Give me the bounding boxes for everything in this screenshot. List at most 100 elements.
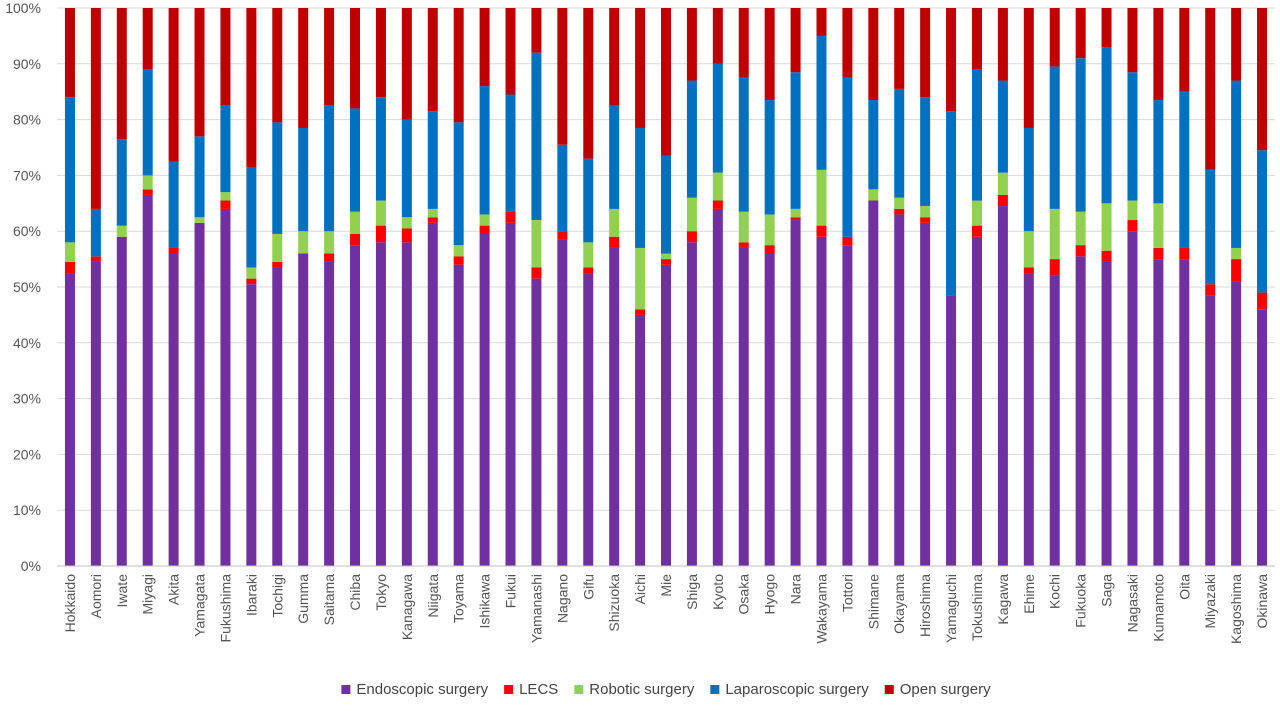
bar-series xyxy=(64,8,1268,567)
x-tick-label: Shiga xyxy=(684,574,700,610)
bar-segment xyxy=(1023,127,1034,232)
bar-segment xyxy=(842,236,853,246)
bar-segment xyxy=(64,8,75,98)
bar-segment xyxy=(350,233,361,246)
bar-segment xyxy=(64,97,75,243)
bar-segment xyxy=(557,231,568,240)
bar-segment xyxy=(686,242,697,567)
bar-segment xyxy=(1205,8,1216,170)
x-tick-label: Nagasaki xyxy=(1124,574,1140,632)
bar-segment xyxy=(583,242,594,268)
x-tick-label: Ehime xyxy=(1021,574,1037,614)
bar-segment xyxy=(1257,292,1268,310)
bar-segment xyxy=(246,284,257,566)
bar-segment xyxy=(324,8,335,106)
bar-segment xyxy=(350,211,361,234)
legend-item: Robotic surgery xyxy=(574,681,695,698)
legend-label: Open surgery xyxy=(900,681,991,698)
bar-segment xyxy=(997,8,1008,81)
bar-segment xyxy=(220,192,231,201)
bar-segment xyxy=(246,8,257,168)
bar-segment xyxy=(505,94,516,212)
bar-segment xyxy=(790,208,801,218)
bar-segment xyxy=(64,242,75,262)
bar-segment xyxy=(816,169,827,226)
bar-segment xyxy=(842,245,853,566)
bar-segment xyxy=(635,309,646,315)
bar-segment xyxy=(350,245,361,566)
bar-segment xyxy=(142,189,153,195)
bar-segment xyxy=(116,225,127,237)
x-tick-label: Hiroshima xyxy=(917,574,933,637)
bar-segment xyxy=(609,105,620,209)
bar-segment xyxy=(298,231,309,254)
bar-segment xyxy=(946,111,957,296)
bar-segment xyxy=(1179,259,1190,566)
bar-segment xyxy=(401,119,412,218)
bar-segment xyxy=(609,236,620,248)
bar-segment xyxy=(453,8,464,123)
bar-segment xyxy=(997,80,1008,173)
bar-segment xyxy=(868,189,879,201)
bar-segment xyxy=(635,314,646,566)
x-tick-label: Tokushima xyxy=(969,574,985,641)
y-tick-label: 100% xyxy=(5,0,41,16)
bar-segment xyxy=(1231,259,1242,282)
bar-segment xyxy=(1075,245,1086,257)
bar-segment xyxy=(609,8,620,106)
bar-segment xyxy=(194,217,205,223)
legend-swatch xyxy=(884,685,894,694)
bar-segment xyxy=(116,236,127,566)
bar-segment xyxy=(1257,8,1268,151)
bar-segment xyxy=(375,97,386,201)
y-tick-label: 10% xyxy=(13,502,41,518)
bar-segment xyxy=(1127,220,1138,232)
bar-segment xyxy=(1231,281,1242,566)
bar-segment xyxy=(479,214,490,226)
bar-segment xyxy=(272,267,283,566)
x-tick-label: Yamagata xyxy=(192,574,208,637)
bar-segment xyxy=(920,217,931,223)
bar-segment xyxy=(168,247,179,254)
bar-segment xyxy=(712,8,723,64)
bar-segment xyxy=(997,172,1008,195)
bar-segment xyxy=(1101,250,1112,262)
bar-segment xyxy=(350,108,361,212)
x-tick-label: Yamaguchi xyxy=(943,574,959,643)
bar-segment xyxy=(1153,259,1164,566)
bar-segment xyxy=(324,261,335,566)
bar-segment xyxy=(764,253,775,566)
bar-segment xyxy=(583,267,594,274)
bar-segment xyxy=(1023,8,1034,128)
y-tick-label: 90% xyxy=(13,56,41,72)
bar-segment xyxy=(790,217,801,221)
bar-segment xyxy=(401,228,412,243)
bar-segment xyxy=(90,8,101,209)
bar-segment xyxy=(1231,247,1242,260)
bar-segment xyxy=(712,172,723,201)
bar-segment xyxy=(90,208,101,257)
x-tick-label: Nagano xyxy=(554,574,570,623)
bar-segment xyxy=(557,144,568,232)
bar-segment xyxy=(1075,256,1086,566)
bar-segment xyxy=(894,88,905,198)
bar-segment xyxy=(712,208,723,566)
bar-segment xyxy=(635,127,646,248)
bar-segment xyxy=(1075,8,1086,59)
bar-segment xyxy=(401,8,412,120)
bar-segment xyxy=(375,225,386,243)
bar-segment xyxy=(1049,275,1060,566)
x-tick-label: Kagawa xyxy=(995,574,1011,625)
bar-segment xyxy=(686,80,697,198)
x-tick-label: Hyogo xyxy=(762,574,778,615)
bar-segment xyxy=(971,8,982,70)
bar-segment xyxy=(1231,8,1242,81)
bar-segment xyxy=(1049,208,1060,260)
bar-segment xyxy=(298,127,309,232)
x-tick-label: Tokyo xyxy=(373,574,389,611)
bar-segment xyxy=(997,206,1008,566)
legend-swatch xyxy=(574,685,584,694)
x-tick-label: Hokkaido xyxy=(62,574,78,633)
bar-segment xyxy=(324,105,335,232)
bar-segment xyxy=(505,211,516,223)
